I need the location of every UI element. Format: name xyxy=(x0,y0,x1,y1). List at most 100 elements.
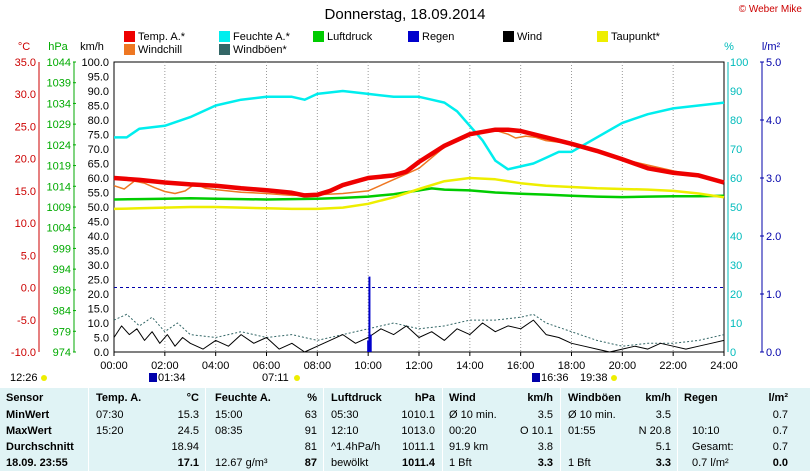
y-tick-kmh: 70.0 xyxy=(88,144,109,156)
y-tick-percent: 80 xyxy=(730,115,742,127)
x-tick-label: 18:00 xyxy=(558,360,586,372)
cell-label: 0.7 l/m² xyxy=(692,457,729,469)
header-rain: Regen xyxy=(684,392,718,404)
y-tick-percent: 30 xyxy=(730,260,742,272)
header-pressure-unit: hPa xyxy=(414,392,435,404)
cell-value: O 10.1 xyxy=(519,425,553,437)
time-marker: 16:36 xyxy=(541,372,569,384)
y-tick-celsius: 35.0 xyxy=(15,57,36,69)
y-tick-hpa: 1024 xyxy=(47,140,71,152)
cell-label: 12:10 xyxy=(331,425,359,437)
cell-value: 18.94 xyxy=(171,441,199,453)
legend-item: Temp. A.* xyxy=(124,31,185,43)
y-tick-percent: 60 xyxy=(730,173,742,185)
header-temp-unit: °C xyxy=(186,392,199,404)
y-tick-kmh: 75.0 xyxy=(88,130,109,142)
series-line xyxy=(113,176,725,211)
cell-label: bewölkt xyxy=(331,457,369,469)
cell-value: 63 xyxy=(304,409,317,421)
x-tick-label: 16:00 xyxy=(507,360,535,372)
cell-value: 24.5 xyxy=(177,425,199,437)
sun-icon xyxy=(611,375,617,381)
cell-label: 07:30 xyxy=(96,409,124,421)
cell-value: 0.7 xyxy=(772,409,788,421)
cell-value: 1011.4 xyxy=(401,457,435,469)
row-label: Durchschnitt xyxy=(6,441,74,453)
cell-value: 1010.1 xyxy=(401,409,435,421)
series-line xyxy=(114,89,725,171)
sun-icon xyxy=(294,375,300,381)
y-tick-celsius: -5.0 xyxy=(17,315,36,327)
legend-label: Windchill xyxy=(138,44,183,56)
y-tick-hpa: 1034 xyxy=(47,98,71,110)
x-tick-label: 08:00 xyxy=(304,360,332,372)
y-tick-kmh: 85.0 xyxy=(88,101,109,113)
series-line xyxy=(113,313,725,347)
x-tick-label: 14:00 xyxy=(456,360,484,372)
x-tick-label: 24:00 xyxy=(710,360,738,372)
y-tick-celsius: 30.0 xyxy=(15,89,36,101)
y-tick-percent: 10 xyxy=(730,318,742,330)
y-tick-percent: 70 xyxy=(730,144,742,156)
legend-label: Wind xyxy=(517,31,543,43)
cell-label: 00:20 xyxy=(449,425,477,437)
axis-unit-percent: % xyxy=(724,41,734,53)
x-tick-label: 20:00 xyxy=(609,360,637,372)
series-line xyxy=(113,187,725,201)
cell-label: 15:00 xyxy=(215,409,243,421)
y-tick-percent: 0 xyxy=(730,347,736,359)
cell-value: 91 xyxy=(304,425,317,437)
header-gusts-unit: km/h xyxy=(645,392,671,404)
y-tick-kmh: 20.0 xyxy=(88,289,109,301)
cell-value: 3.8 xyxy=(537,441,553,453)
y-tick-percent: 90 xyxy=(730,86,742,98)
y-tick-celsius: 0.0 xyxy=(21,283,36,295)
cell-value: 0.7 xyxy=(772,425,788,437)
y-tick-rain: 5.0 xyxy=(766,57,781,69)
y-tick-kmh: 90.0 xyxy=(88,86,109,98)
legend-label: Temp. A.* xyxy=(138,31,186,43)
y-tick-hpa: 984 xyxy=(53,306,71,318)
cell-label: 1 Bft xyxy=(568,457,591,469)
y-tick-kmh: 35.0 xyxy=(88,246,109,258)
y-tick-kmh: 15.0 xyxy=(88,304,109,316)
legend-label: Windböen* xyxy=(233,44,287,56)
y-tick-kmh: 10.0 xyxy=(88,318,109,330)
y-tick-hpa: 1009 xyxy=(47,202,71,214)
cell-value: 15.3 xyxy=(177,409,199,421)
y-tick-kmh: 60.0 xyxy=(88,173,109,185)
y-tick-percent: 20 xyxy=(730,289,742,301)
y-tick-celsius: 20.0 xyxy=(15,154,36,166)
header-humidity: Feuchte A. xyxy=(215,392,271,404)
y-tick-percent: 40 xyxy=(730,231,742,243)
cell-value: 0.7 xyxy=(772,441,788,453)
legend-item: Regen xyxy=(408,31,454,43)
header-wind: Wind xyxy=(449,392,476,404)
row-label: MaxWert xyxy=(6,425,52,437)
cell-label: 10:10 xyxy=(692,425,720,437)
cell-value: 3.3 xyxy=(655,457,671,469)
y-tick-celsius: 15.0 xyxy=(15,186,36,198)
axis-unit-kmh: km/h xyxy=(80,41,104,53)
legend-item: Windchill xyxy=(124,44,182,56)
y-tick-hpa: 1029 xyxy=(47,119,71,131)
legend-swatch xyxy=(313,31,324,42)
y-tick-rain: 3.0 xyxy=(766,173,781,185)
legend-swatch xyxy=(503,31,514,42)
time-marker: 07:11 xyxy=(262,372,289,384)
y-tick-hpa: 1019 xyxy=(47,161,71,173)
time-marker: 19:38 xyxy=(580,372,608,384)
axis-unit-hpa: hPa xyxy=(48,41,68,53)
y-tick-kmh: 95.0 xyxy=(88,72,109,84)
header-rain-unit: l/m² xyxy=(768,392,788,404)
cell-label: 01:55 xyxy=(568,425,596,437)
legend-label: Regen xyxy=(422,31,455,43)
header-pressure: Luftdruck xyxy=(331,392,382,404)
y-tick-kmh: 45.0 xyxy=(88,217,109,229)
legend-swatch xyxy=(597,31,608,42)
cell-value: 5.1 xyxy=(655,441,671,453)
cell-value: 1013.0 xyxy=(401,425,435,437)
legend-swatch xyxy=(124,31,135,42)
y-tick-hpa: 979 xyxy=(53,326,71,338)
y-tick-kmh: 5.0 xyxy=(94,333,109,345)
